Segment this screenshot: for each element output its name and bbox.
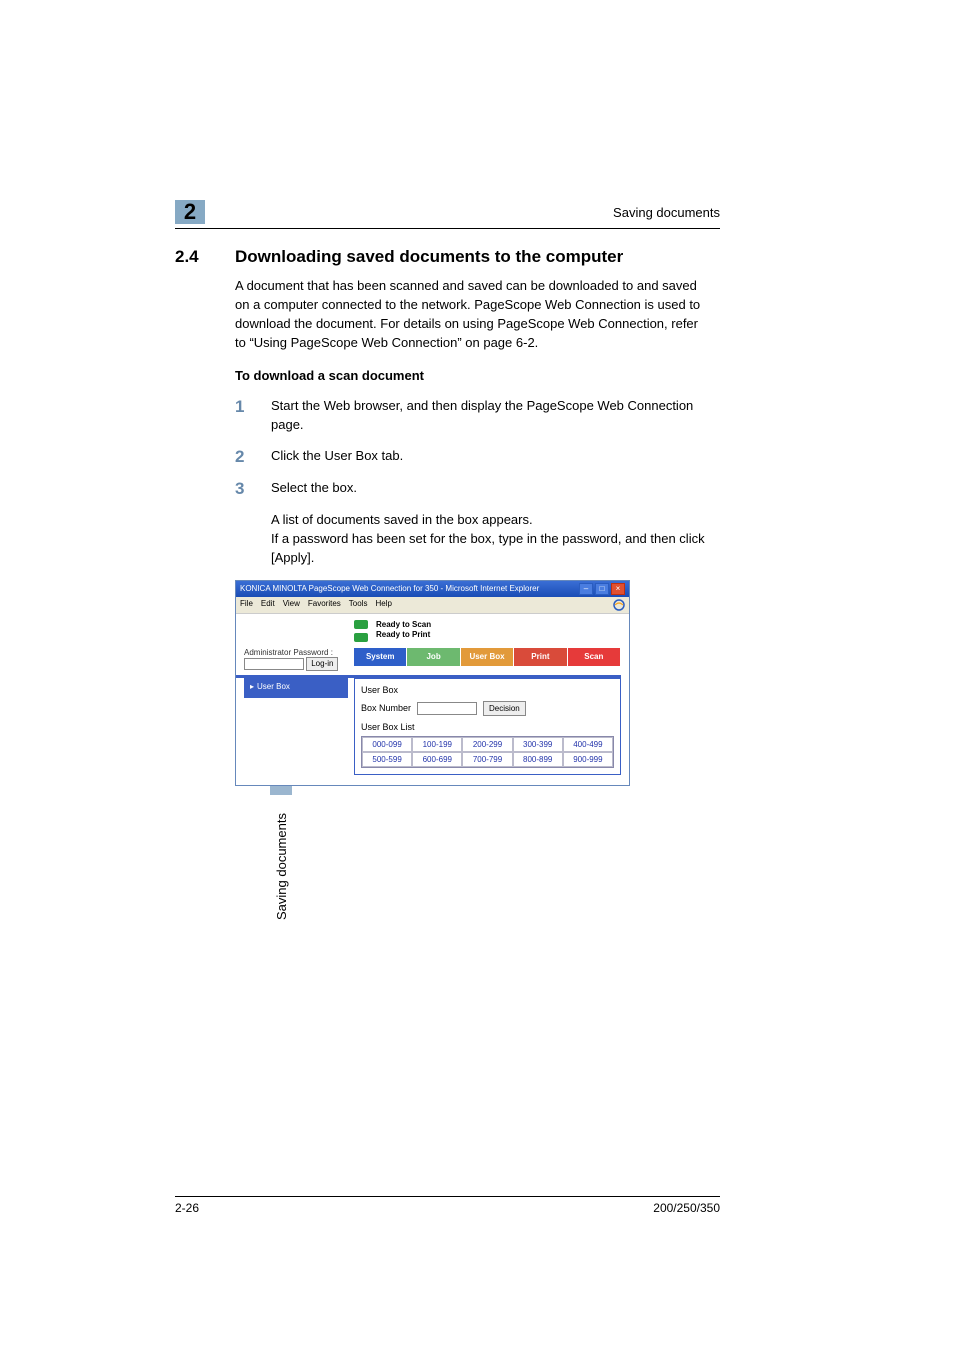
menu-edit[interactable]: Edit [261, 599, 275, 611]
window-buttons: – □ × [579, 583, 625, 595]
minimize-button[interactable]: – [579, 583, 593, 595]
status-print: Ready to Print [376, 630, 431, 640]
chevron-right-icon: ▸ [250, 682, 254, 691]
range-link[interactable]: 200-299 [462, 737, 512, 752]
page-content: 2 Saving documents 2.4 Downloading saved… [175, 200, 724, 1210]
step-number: 1 [235, 397, 271, 435]
side-nav-user-box[interactable]: ▸User Box [244, 678, 348, 698]
side-nav-label: User Box [257, 682, 290, 691]
range-link[interactable]: 000-099 [362, 737, 412, 752]
section-title: Downloading saved documents to the compu… [235, 247, 623, 267]
browser-menubar: File Edit View Favorites Tools Help [236, 597, 629, 614]
range-link[interactable]: 100-199 [412, 737, 462, 752]
maximize-button[interactable]: □ [595, 583, 609, 595]
range-link[interactable]: 500-599 [362, 752, 412, 767]
menu-favorites[interactable]: Favorites [308, 599, 341, 611]
page-header: 2 Saving documents [175, 200, 720, 229]
procedure-heading: To download a scan document [235, 368, 724, 383]
user-box-range-grid: 000-099 100-199 200-299 300-399 400-499 … [361, 736, 614, 768]
admin-login: Administrator Password : Log-in [244, 648, 354, 671]
step-text: Click the User Box tab. [271, 447, 403, 467]
pagescope-top: Administrator Password : Log-in Ready to… [236, 614, 629, 675]
range-link[interactable]: 600-699 [412, 752, 462, 767]
menu-view[interactable]: View [283, 599, 300, 611]
pagescope-tabs: System Job User Box Print Scan [354, 648, 621, 666]
tab-job[interactable]: Job [407, 648, 460, 666]
step-number: 3 [235, 479, 271, 499]
scan-status-icon [354, 620, 368, 629]
box-number-input[interactable] [417, 702, 477, 715]
box-number-label: Box Number [361, 703, 411, 713]
close-button[interactable]: × [611, 583, 625, 595]
section-number: 2.4 [175, 247, 235, 267]
box-number-row: Box Number Decision [361, 701, 614, 716]
step-text: Start the Web browser, and then display … [271, 397, 710, 435]
window-titlebar: KONICA MINOLTA PageScope Web Connection … [236, 581, 629, 597]
ie-icon [613, 599, 625, 611]
window-title: KONICA MINOLTA PageScope Web Connection … [240, 584, 579, 593]
step-2: 2 Click the User Box tab. [235, 447, 710, 467]
pagescope-body: ▸User Box User Box Box Number Decision U… [236, 678, 629, 785]
admin-password-label: Administrator Password : [244, 648, 354, 657]
section-intro: A document that has been scanned and sav… [235, 277, 710, 352]
main-panel: User Box Box Number Decision User Box Li… [354, 678, 621, 775]
step-3: 3 Select the box. [235, 479, 710, 499]
print-status-icon [354, 633, 368, 642]
range-link[interactable]: 700-799 [462, 752, 512, 767]
user-box-list-label: User Box List [361, 722, 614, 732]
logo-area [244, 620, 354, 642]
step-text: Select the box. [271, 479, 357, 499]
chapter-badge: 2 [175, 200, 205, 224]
step-1: 1 Start the Web browser, and then displa… [235, 397, 710, 435]
model-number: 200/250/350 [653, 1201, 720, 1215]
menu-help[interactable]: Help [375, 599, 391, 611]
menu-file[interactable]: File [240, 599, 253, 611]
range-link[interactable]: 800-899 [513, 752, 563, 767]
step-3-sub: A list of documents saved in the box app… [271, 511, 711, 568]
admin-password-input[interactable] [244, 658, 304, 670]
section-heading: 2.4 Downloading saved documents to the c… [175, 247, 724, 267]
menu-tools[interactable]: Tools [349, 599, 368, 611]
login-button[interactable]: Log-in [306, 657, 338, 671]
embedded-screenshot: KONICA MINOLTA PageScope Web Connection … [235, 580, 630, 786]
range-link[interactable]: 400-499 [563, 737, 613, 752]
device-status: Ready to Scan Ready to Print [354, 620, 621, 642]
panel-title: User Box [361, 685, 614, 695]
step-number: 2 [235, 447, 271, 467]
tab-system[interactable]: System [354, 648, 407, 666]
tab-print[interactable]: Print [514, 648, 567, 666]
range-link[interactable]: 300-399 [513, 737, 563, 752]
tab-scan[interactable]: Scan [568, 648, 621, 666]
status-scan: Ready to Scan [376, 620, 431, 630]
running-title: Saving documents [613, 205, 720, 220]
range-link[interactable]: 900-999 [563, 752, 613, 767]
tab-user-box[interactable]: User Box [461, 648, 514, 666]
page-number: 2-26 [175, 1201, 199, 1215]
page-footer: 2-26 200/250/350 [175, 1196, 720, 1215]
decision-button[interactable]: Decision [483, 701, 526, 716]
status-icon [354, 620, 372, 642]
